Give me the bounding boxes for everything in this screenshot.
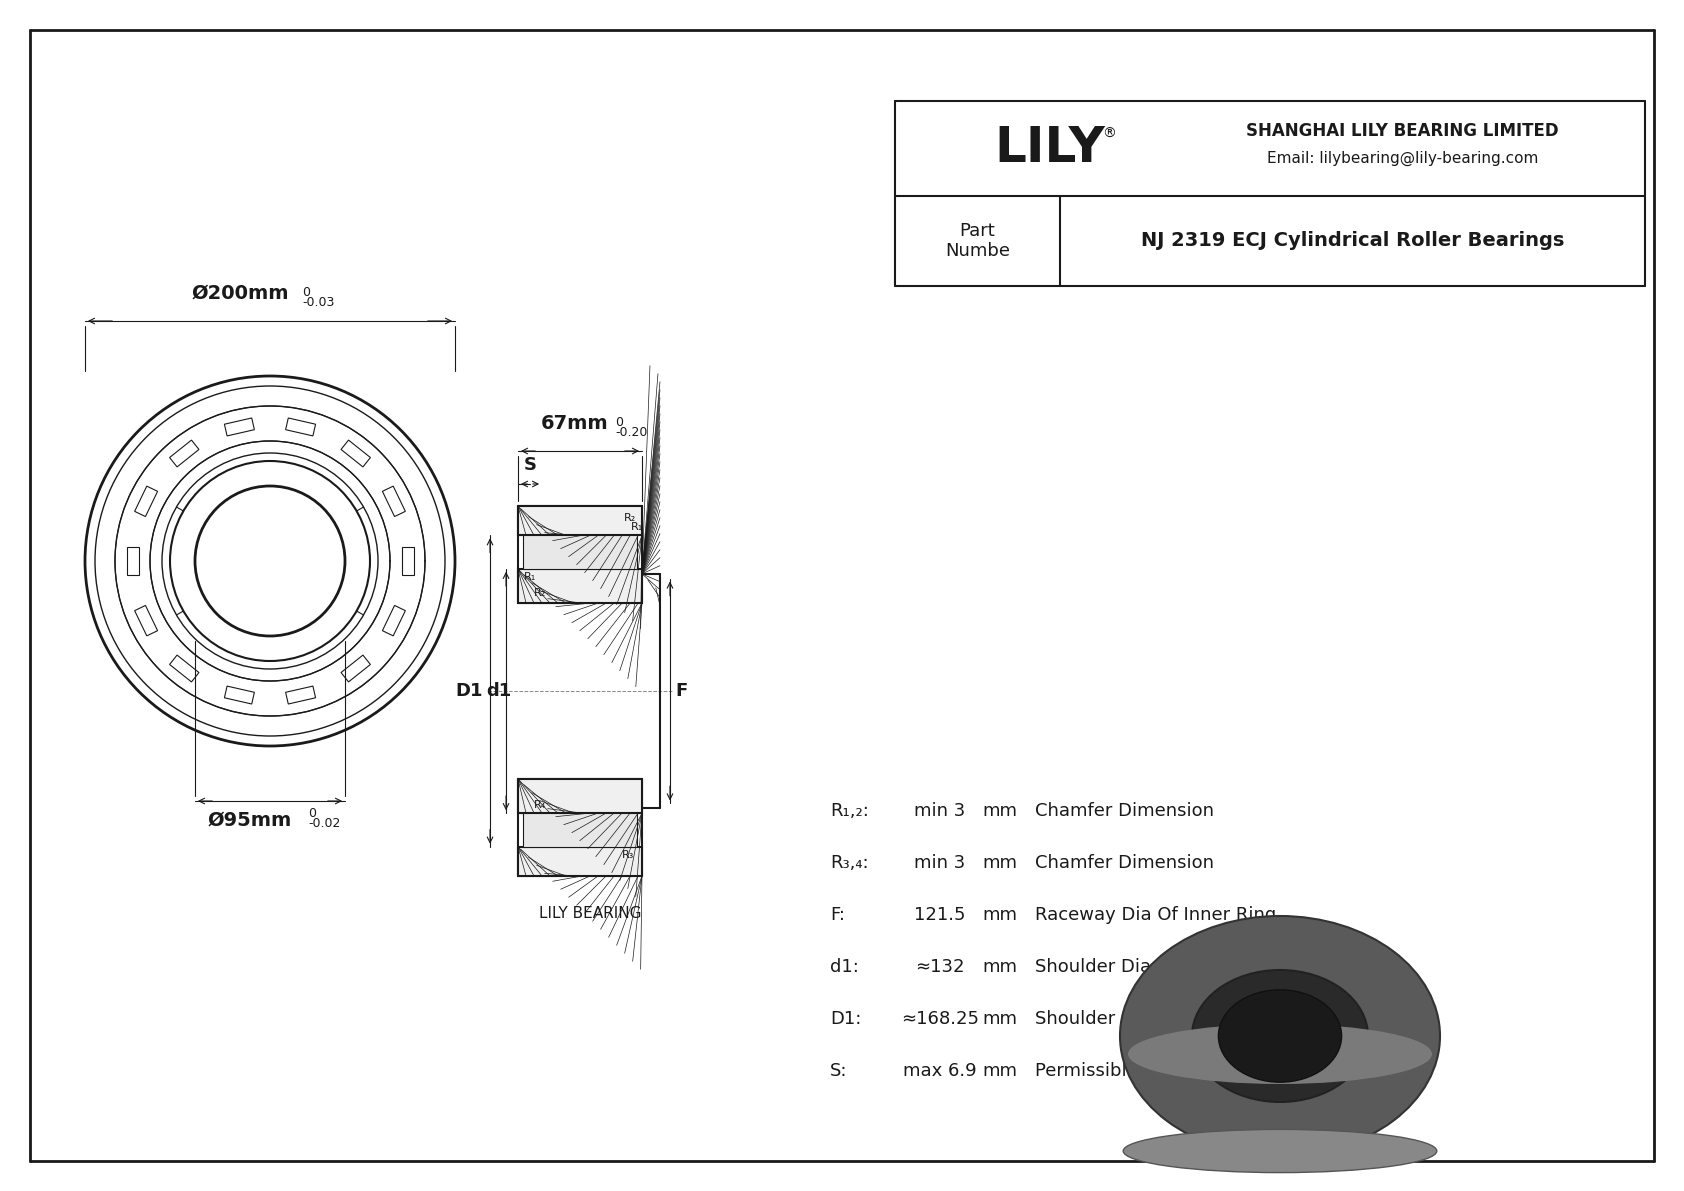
Text: Shoulder Dia Of Inner Ring: Shoulder Dia Of Inner Ring bbox=[1036, 958, 1276, 975]
Text: mm: mm bbox=[982, 958, 1017, 975]
Bar bbox=[286, 686, 315, 704]
Ellipse shape bbox=[1128, 1024, 1431, 1084]
Text: Shoulder Dia Of Outer Ring: Shoulder Dia Of Outer Ring bbox=[1036, 1010, 1280, 1028]
Bar bbox=[382, 605, 406, 636]
Text: NJ 2319 ECJ Cylindrical Roller Bearings: NJ 2319 ECJ Cylindrical Roller Bearings bbox=[1140, 231, 1564, 250]
Text: R₄: R₄ bbox=[534, 800, 546, 810]
Bar bbox=[519, 847, 642, 877]
Text: 67mm: 67mm bbox=[541, 414, 610, 434]
Text: 0: 0 bbox=[301, 286, 310, 299]
Bar bbox=[170, 441, 199, 467]
Bar bbox=[524, 813, 637, 847]
Text: S:: S: bbox=[830, 1062, 847, 1080]
Text: d1:: d1: bbox=[830, 958, 859, 975]
Text: min 3: min 3 bbox=[914, 854, 965, 872]
Bar bbox=[342, 655, 370, 682]
Bar bbox=[126, 547, 138, 575]
Ellipse shape bbox=[1192, 969, 1367, 1102]
Text: mm: mm bbox=[982, 802, 1017, 819]
Bar bbox=[519, 569, 642, 603]
Text: 0: 0 bbox=[308, 807, 317, 819]
Bar bbox=[519, 506, 642, 536]
Text: 121.5: 121.5 bbox=[914, 906, 965, 924]
Bar bbox=[224, 686, 254, 704]
Bar bbox=[401, 547, 414, 575]
Text: LILY: LILY bbox=[995, 125, 1105, 173]
Text: R₁: R₁ bbox=[524, 572, 536, 582]
Bar bbox=[382, 486, 406, 517]
Text: SHANGHAI LILY BEARING LIMITED: SHANGHAI LILY BEARING LIMITED bbox=[1246, 121, 1559, 139]
Text: d1: d1 bbox=[485, 682, 510, 700]
Text: mm: mm bbox=[982, 906, 1017, 924]
Text: mm: mm bbox=[982, 1010, 1017, 1028]
Text: 0: 0 bbox=[615, 416, 623, 429]
Text: ≈168.25: ≈168.25 bbox=[901, 1010, 978, 1028]
Bar bbox=[342, 441, 370, 467]
Text: F: F bbox=[675, 682, 687, 700]
Text: R₃: R₃ bbox=[621, 849, 635, 860]
Text: Raceway Dia Of Inner Ring: Raceway Dia Of Inner Ring bbox=[1036, 906, 1276, 924]
Text: R₃,₄:: R₃,₄: bbox=[830, 854, 869, 872]
Text: R₁: R₁ bbox=[632, 523, 643, 532]
Text: Ø200mm: Ø200mm bbox=[192, 283, 288, 303]
Text: Permissible Axial Displacement: Permissible Axial Displacement bbox=[1036, 1062, 1319, 1080]
Ellipse shape bbox=[1120, 916, 1440, 1156]
Ellipse shape bbox=[1123, 1129, 1436, 1173]
Text: Part
Numbe: Part Numbe bbox=[945, 222, 1010, 261]
Text: Email: lilybearing@lily-bearing.com: Email: lilybearing@lily-bearing.com bbox=[1266, 151, 1537, 166]
Text: R₂: R₂ bbox=[623, 513, 637, 523]
Text: Ø95mm: Ø95mm bbox=[207, 811, 291, 830]
Text: D1:: D1: bbox=[830, 1010, 862, 1028]
Text: D1: D1 bbox=[456, 682, 483, 700]
Text: Chamfer Dimension: Chamfer Dimension bbox=[1036, 802, 1214, 819]
Bar bbox=[524, 536, 637, 569]
Text: ®: ® bbox=[1101, 126, 1116, 141]
Text: ≈132: ≈132 bbox=[914, 958, 965, 975]
Bar bbox=[519, 779, 642, 813]
Text: min 3: min 3 bbox=[914, 802, 965, 819]
Text: mm: mm bbox=[982, 854, 1017, 872]
Text: F:: F: bbox=[830, 906, 845, 924]
Text: R₁,₂:: R₁,₂: bbox=[830, 802, 869, 819]
Text: max 6.9: max 6.9 bbox=[903, 1062, 977, 1080]
Bar bbox=[135, 605, 158, 636]
Text: mm: mm bbox=[982, 1062, 1017, 1080]
Ellipse shape bbox=[1219, 990, 1342, 1083]
Text: LILY BEARING: LILY BEARING bbox=[539, 906, 642, 921]
Text: -0.02: -0.02 bbox=[308, 817, 340, 830]
Bar bbox=[135, 486, 158, 517]
Text: Chamfer Dimension: Chamfer Dimension bbox=[1036, 854, 1214, 872]
Text: R₂: R₂ bbox=[534, 588, 546, 598]
Text: -0.20: -0.20 bbox=[615, 426, 647, 439]
Text: S: S bbox=[524, 456, 537, 474]
Bar bbox=[286, 418, 315, 436]
Text: -0.03: -0.03 bbox=[301, 297, 335, 308]
Bar bbox=[170, 655, 199, 682]
Bar bbox=[224, 418, 254, 436]
